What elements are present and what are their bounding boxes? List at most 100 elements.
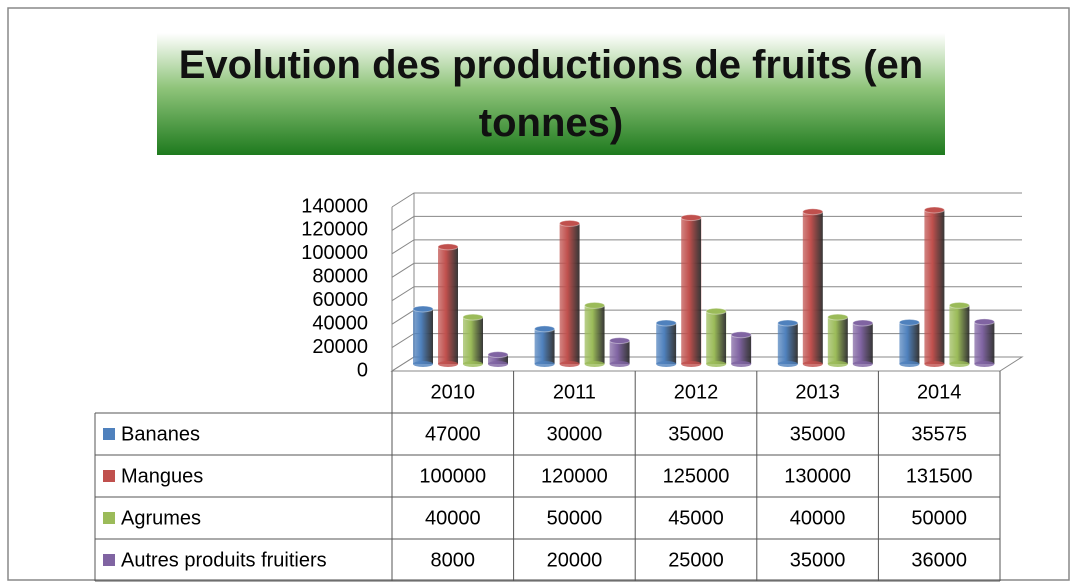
bar-bottom: [802, 361, 823, 367]
table-value: 130000: [784, 465, 851, 487]
table-value: 8000: [431, 549, 476, 571]
bar-bottom: [924, 361, 945, 367]
bar: [899, 322, 920, 364]
bar-bottom: [949, 361, 970, 367]
bar-bottom: [609, 361, 630, 367]
bar-top: [462, 313, 484, 321]
legend-label: Agrumes: [121, 507, 201, 529]
bar-top: [973, 318, 995, 326]
bar-top: [680, 214, 702, 222]
bar: [584, 305, 605, 364]
bar-top: [898, 318, 920, 326]
x-tick-label: 2012: [674, 381, 719, 403]
table-value: 35000: [668, 423, 724, 445]
bar-bottom: [656, 361, 677, 367]
bar-bottom: [559, 361, 580, 367]
bar-top: [730, 331, 752, 339]
bar-top: [609, 337, 631, 345]
bar: [438, 246, 458, 364]
table-value: 35000: [790, 549, 846, 571]
bar: [488, 354, 508, 364]
bar-bottom: [974, 361, 995, 367]
bar-bottom: [731, 361, 752, 367]
bar: [609, 340, 630, 364]
bar: [827, 317, 848, 364]
y-tick-label: 0: [357, 359, 368, 381]
y-tick-label: 140000: [301, 195, 368, 217]
bar-bottom: [827, 361, 848, 367]
y-tick-label: 60000: [312, 289, 368, 311]
legend-label: Autres produits fruitiers: [121, 549, 327, 571]
bar: [413, 308, 433, 364]
x-tick-label: 2014: [917, 381, 962, 403]
y-tick-label: 80000: [312, 266, 368, 288]
bar: [731, 334, 752, 364]
table-value: 50000: [911, 507, 967, 529]
bar-bottom: [777, 361, 798, 367]
bar: [924, 209, 945, 364]
bar-top: [948, 301, 970, 309]
table-value: 30000: [547, 423, 603, 445]
table-value: 120000: [541, 465, 608, 487]
table-value: 100000: [419, 465, 486, 487]
table-value: 50000: [547, 507, 603, 529]
bar-bottom: [899, 361, 920, 367]
table-value: 35000: [790, 423, 846, 445]
bar-bottom: [488, 361, 508, 367]
bar-bottom: [681, 361, 702, 367]
bar-bottom: [852, 361, 873, 367]
bar-top: [655, 319, 677, 327]
x-tick-label: 2011: [553, 381, 596, 403]
table-value: 40000: [425, 507, 481, 529]
legend-key: [103, 470, 115, 482]
bar-top: [534, 325, 556, 333]
bar-bottom: [413, 361, 433, 367]
x-tick-label: 2010: [431, 381, 476, 403]
table-value: 131500: [906, 465, 973, 487]
bar-top: [437, 243, 459, 251]
bar-top: [412, 305, 434, 313]
legend-label: Bananes: [121, 423, 200, 445]
bar-top: [559, 219, 581, 227]
bar-bottom: [706, 361, 727, 367]
y-tick-label: 100000: [301, 242, 368, 264]
chart-title: Evolution des productions de fruits (en …: [157, 33, 945, 155]
bar: [974, 321, 995, 364]
table-value: 47000: [425, 423, 481, 445]
bar-top: [584, 301, 606, 309]
y-tick-label: 40000: [312, 312, 368, 334]
bar: [656, 323, 677, 364]
bar: [463, 317, 483, 364]
legend-key: [103, 512, 115, 524]
bar-top: [827, 313, 849, 321]
bar: [559, 223, 580, 364]
grid-line: [391, 192, 1022, 208]
bar: [534, 328, 555, 364]
y-tick-label: 120000: [301, 219, 368, 241]
table-value: 20000: [547, 549, 603, 571]
bar-bottom: [534, 361, 555, 367]
table-value: 125000: [663, 465, 730, 487]
bar-top: [777, 319, 799, 327]
bar-bottom: [584, 361, 605, 367]
bar: [706, 311, 727, 364]
bar-top: [802, 208, 824, 216]
legend-label: Mangues: [121, 465, 203, 487]
bar: [852, 323, 873, 364]
bar-top: [487, 351, 509, 359]
bar-top: [923, 206, 945, 214]
table-value: 45000: [668, 507, 724, 529]
bar-bottom: [438, 361, 458, 367]
bar: [802, 211, 823, 364]
table-value: 36000: [911, 549, 967, 571]
table-value: 25000: [668, 549, 724, 571]
x-tick-label: 2013: [795, 381, 840, 403]
bar-bottom: [463, 361, 483, 367]
bar: [949, 305, 970, 364]
bar: [681, 217, 702, 364]
bar: [777, 323, 798, 364]
legend-key: [103, 428, 115, 440]
bar-top: [852, 319, 874, 327]
table-value: 40000: [790, 507, 846, 529]
